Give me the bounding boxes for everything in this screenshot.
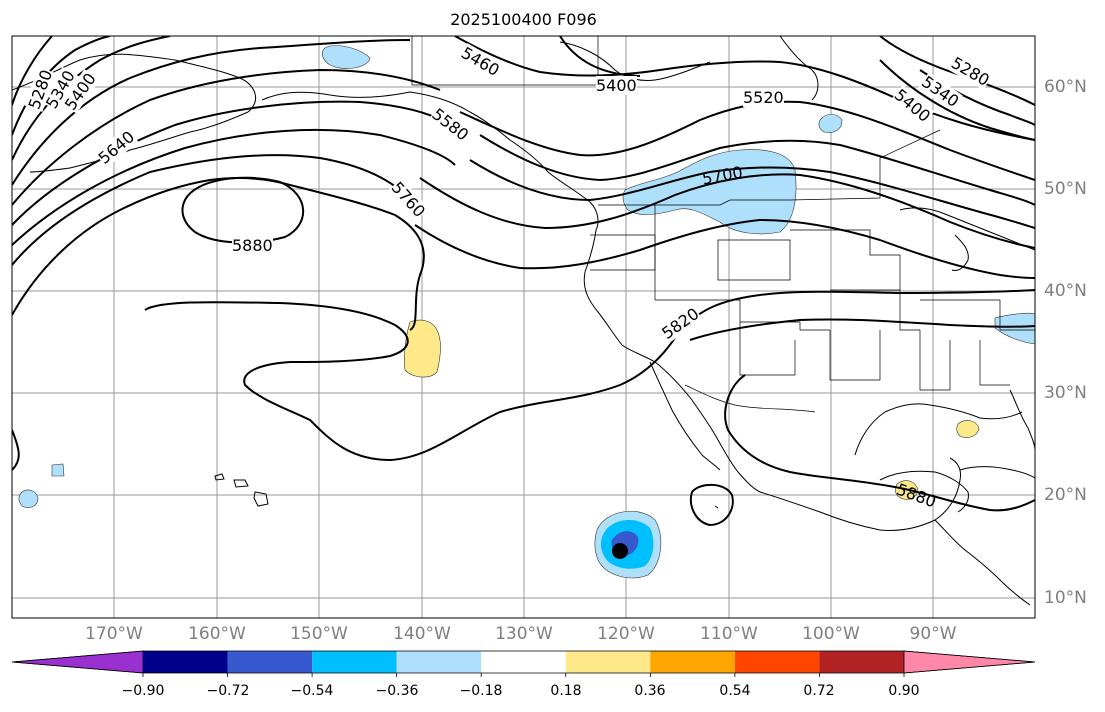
contour-5700-east — [419, 173, 1035, 249]
contour-5400-east — [559, 36, 641, 77]
coast-island-small — [714, 505, 719, 509]
colorbar-segment — [650, 651, 735, 673]
contour-5700-west — [12, 154, 401, 266]
contour-label: 5880 — [232, 236, 273, 255]
colorbar-tick-label: −0.54 — [290, 683, 334, 699]
coast-hudson — [779, 36, 819, 101]
colorbar-segment — [227, 651, 313, 673]
lat-label: 20°N — [1044, 485, 1087, 505]
contour-5280-west — [12, 36, 53, 106]
lat-label: 60°N — [1044, 77, 1087, 97]
coast-alaska-gulf — [261, 91, 599, 231]
negative-anomaly-hawaii-small — [51, 463, 65, 477]
height-contours — [12, 36, 1035, 527]
contour-5880-south — [724, 374, 1035, 512]
coast-central-america — [934, 519, 1031, 606]
colorbar-tick-label: −0.36 — [375, 683, 419, 699]
positive-anomaly-gulf — [956, 420, 980, 438]
coast-florida — [1009, 389, 1035, 451]
negative-anomaly-hawaii-west — [18, 489, 39, 508]
contour-loop-island — [690, 483, 734, 527]
colorbar-extension-max — [903, 650, 1036, 674]
colorbar-tick-label: 0.54 — [719, 683, 751, 699]
negative-anomaly-canada — [818, 114, 843, 133]
colorbar-tick-label: −0.18 — [459, 683, 503, 699]
lat-label: 30°N — [1044, 383, 1087, 403]
negative-anomaly-pacific-nw — [622, 149, 797, 235]
contour-5520-west — [12, 68, 441, 206]
colorbar — [11, 650, 1036, 677]
negative-anomaly-gulf-alaska — [321, 45, 371, 69]
contour-5640-east — [469, 159, 1035, 229]
contour-5760-east — [414, 218, 1035, 279]
colorbar-segment — [565, 651, 651, 673]
map-frame — [11, 35, 1036, 619]
lat-label: 40°N — [1044, 281, 1087, 301]
contour-5820 — [12, 429, 20, 471]
storm-center-marker — [612, 543, 628, 559]
coast-mexico-gulf — [759, 457, 961, 531]
colorbar-tick-label: −0.72 — [206, 683, 250, 699]
coast-cuba — [959, 466, 1035, 479]
lon-label: 160°W — [188, 624, 246, 644]
lat-label: 10°N — [1044, 588, 1087, 608]
colorbar-segment — [143, 651, 228, 673]
colorbar-tick-label: 0.18 — [550, 683, 582, 699]
coast-hawaii-3 — [253, 491, 269, 507]
contour-5400-east2 — [879, 59, 1035, 141]
contour-5580-east — [479, 134, 1035, 206]
anomaly-shading — [18, 45, 1035, 579]
colorbar-segment — [312, 651, 397, 673]
lon-label: 110°W — [700, 624, 758, 644]
lon-label: 140°W — [393, 624, 451, 644]
coast-canada-east — [899, 207, 1035, 251]
contour-label: 5520 — [743, 88, 784, 107]
lon-label: 90°W — [909, 624, 957, 644]
colorbar-tick-label: 0.72 — [803, 683, 835, 699]
lon-label: 120°W — [597, 624, 655, 644]
positive-anomaly-pacific — [404, 319, 441, 378]
contour-5400-west — [12, 36, 171, 161]
negative-anomaly-east — [994, 312, 1035, 345]
colorbar-extension-min — [11, 650, 144, 674]
lat-label: 50°N — [1044, 179, 1087, 199]
colorbar-segment — [396, 651, 482, 673]
contour-5820-east — [689, 318, 1035, 341]
coast-hawaii-1 — [214, 473, 225, 481]
contour-5460-west — [12, 39, 411, 186]
lon-label: 100°W — [802, 624, 860, 644]
colorbar-tick-label: 0.36 — [634, 683, 666, 699]
colorbar-segment — [481, 651, 566, 673]
contour-5340-west — [12, 36, 111, 136]
colorbar-tick-label: 0.90 — [888, 683, 920, 699]
lon-label: 130°W — [495, 624, 553, 644]
colorbar-segment — [734, 651, 820, 673]
coast-great-lakes — [951, 234, 969, 271]
coast-gulf-of-mexico — [854, 403, 1023, 456]
map-title: 2025100400 F096 — [450, 10, 597, 29]
contour-label: 5400 — [596, 76, 637, 95]
contour-5580-west — [12, 100, 451, 226]
coast-yucatan — [879, 470, 969, 513]
contour-5880-pacific — [144, 289, 1035, 462]
contour-5640-west — [12, 128, 456, 246]
colorbar-segment — [819, 651, 904, 673]
lon-label: 170°W — [85, 624, 143, 644]
contour-5880-high — [181, 176, 305, 244]
contour-5520-east — [459, 100, 1035, 181]
colorbar-tick-label: −0.90 — [121, 683, 165, 699]
coast-hawaii-2 — [233, 479, 249, 488]
lon-label: 150°W — [290, 624, 348, 644]
coast-baja — [649, 361, 721, 471]
